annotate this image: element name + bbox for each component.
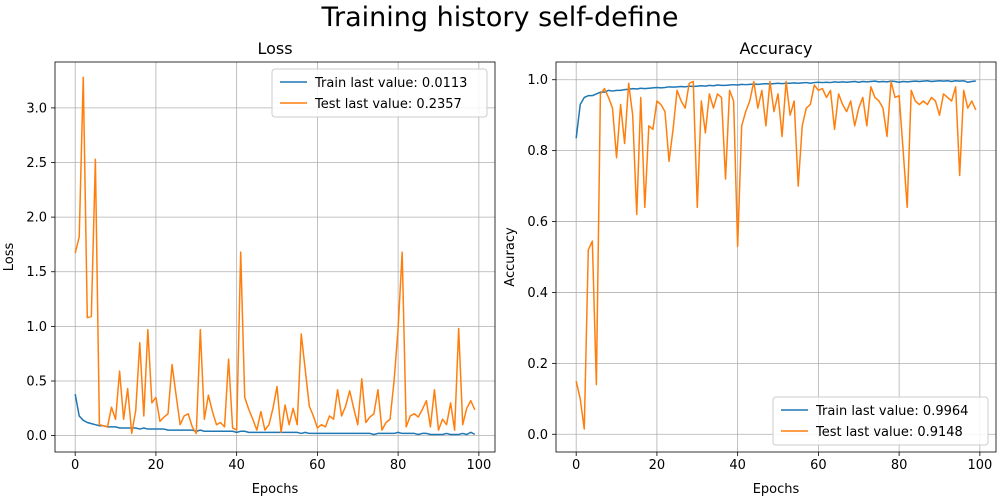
accuracy-x-axis-label: Epochs [753,482,800,497]
loss-y-tick-label: 2.5 [26,156,47,171]
loss-x-tick-label: 60 [309,458,326,473]
loss-y-tick-label: 3.0 [26,101,47,116]
accuracy-plot-area [556,62,996,452]
loss-y-tick-label: 0.5 [26,374,47,389]
accuracy-series-test-line [575,80,977,430]
loss-x-tick-label: 80 [390,458,407,473]
loss-y-tick-label: 2.0 [26,211,47,226]
accuracy-series-train-line [575,80,976,139]
loss-y-tick-label: 1.5 [26,265,47,280]
accuracy-axes-frame [555,61,997,453]
loss-axes-frame [54,61,496,453]
loss-x-tick-label: 100 [466,458,491,473]
accuracy-x-tick-label: 40 [729,458,746,473]
accuracy-y-tick-label: 1.0 [527,73,548,88]
accuracy-y-tick-label: 0.0 [527,428,548,443]
loss-y-axis-label: Loss [2,243,17,272]
loss-chart-title: Loss [257,39,292,58]
loss-x-tick-label: 0 [71,458,79,473]
loss-x-axis-label: Epochs [252,482,299,497]
accuracy-y-tick-label: 0.4 [527,286,548,301]
loss-x-tick-label: 20 [148,458,165,473]
loss-y-tick-label: 1.0 [26,320,47,335]
accuracy-x-tick-label: 20 [649,458,666,473]
accuracy-x-tick-label: 80 [891,458,908,473]
loss-y-tick-label: 0.0 [26,429,47,444]
figure-title: Training history self-define [321,2,679,33]
accuracy-legend-train-label: Train last value: 0.9964 [815,404,968,419]
accuracy-legend: Train last value: 0.9964 Test last value:… [772,396,989,446]
accuracy-chart-title: Accuracy [739,39,812,58]
loss-legend: Train last value: 0.0113 Test last value:… [271,68,488,118]
accuracy-x-tick-label: 100 [967,458,992,473]
accuracy-y-tick-label: 0.8 [527,144,548,159]
loss-legend-train-label: Train last value: 0.0113 [314,76,467,91]
accuracy-legend-test-label: Test last value: 0.9148 [815,425,963,440]
accuracy-legend-box [772,396,989,446]
loss-legend-test-label: Test last value: 0.2357 [314,97,462,112]
accuracy-x-tick-label: 60 [810,458,827,473]
loss-series-test-line [74,76,476,435]
loss-chart: 0 20 40 60 80 100 0.0 0.5 1.0 1.5 2.0 2.5 3.0 Loss Epo… [2,39,496,497]
accuracy-chart: 0 20 40 60 80 100 0.0 0.2 0.4 0.6 0.8 1.0 Accuracy Ep… [503,39,997,497]
accuracy-y-axis-label: Accuracy [503,227,518,287]
loss-x-tick-label: 40 [228,458,245,473]
accuracy-y-tick-label: 0.2 [527,357,548,372]
accuracy-y-tick-label: 0.6 [527,215,548,230]
accuracy-x-tick-label: 0 [572,458,580,473]
loss-plot-area [55,62,495,452]
loss-legend-box [271,68,488,118]
loss-series-train-line [74,393,476,436]
